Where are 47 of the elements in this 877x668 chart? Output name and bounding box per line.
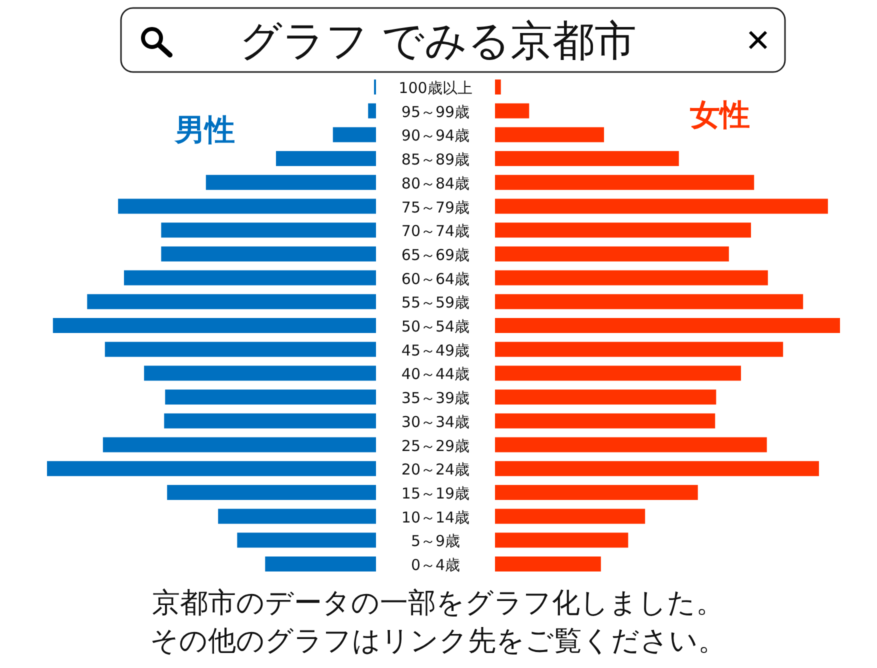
y-tick-label: 60～64歳 xyxy=(401,270,470,288)
bar xyxy=(495,484,698,500)
text: その他のグラフはリンク先をご覧ください。 xyxy=(150,624,726,657)
y-tick-label: 85～89歳 xyxy=(401,150,470,169)
y-tick-label: 15～19歳 xyxy=(401,484,470,502)
bar xyxy=(495,342,784,357)
bar xyxy=(495,198,828,214)
y-tick-label: 80～84歳 xyxy=(401,174,470,192)
bar xyxy=(495,413,716,428)
y-tick-label: 35～39歳 xyxy=(401,389,470,408)
bar xyxy=(495,174,754,190)
bar xyxy=(495,294,804,310)
bar xyxy=(495,508,646,524)
series-label: 男性 xyxy=(174,113,235,148)
y-tick-label: 65～69歳 xyxy=(401,246,470,264)
y-tick-label: 50～54歳 xyxy=(401,318,470,336)
y-tick-label: 75～79歳 xyxy=(401,198,470,216)
bar xyxy=(495,461,819,476)
y-tick-label: 95～99歳 xyxy=(401,102,470,121)
y-tick-label: 45～49歳 xyxy=(401,341,470,360)
y-tick-label: 5～9歳 xyxy=(410,532,460,550)
bar xyxy=(495,80,501,94)
bar xyxy=(495,103,530,118)
y-tick-label: 90～94歳 xyxy=(401,126,470,145)
y-tick-label: 10～14歳 xyxy=(401,508,470,526)
y-tick-label: 55～59歳 xyxy=(401,294,470,312)
y-tick-label: 70～74歳 xyxy=(401,222,470,240)
bar xyxy=(495,532,628,548)
bar xyxy=(495,127,604,142)
bar xyxy=(495,366,741,381)
series-label: 女性 xyxy=(689,98,750,133)
y-tick-label: 40～44歳 xyxy=(401,365,470,384)
bar xyxy=(495,318,840,333)
y-tick-label: 25～29歳 xyxy=(401,436,470,455)
bar xyxy=(495,222,751,238)
text: 京都市のデータの一部をグラフ化しました。 xyxy=(152,586,724,619)
y-tick-label: 30～34歳 xyxy=(401,412,470,431)
bar xyxy=(495,437,767,452)
bar xyxy=(495,151,679,166)
chart-title: グラフ でみる京都市 xyxy=(239,16,637,65)
bar xyxy=(495,270,768,286)
bar xyxy=(495,246,729,262)
y-tick-label: 100歳以上 xyxy=(398,79,472,97)
y-tick-label: 0～4歳 xyxy=(410,556,460,574)
bar xyxy=(495,556,601,572)
y-tick-label: 20～24歳 xyxy=(401,460,470,479)
bar xyxy=(495,390,716,405)
